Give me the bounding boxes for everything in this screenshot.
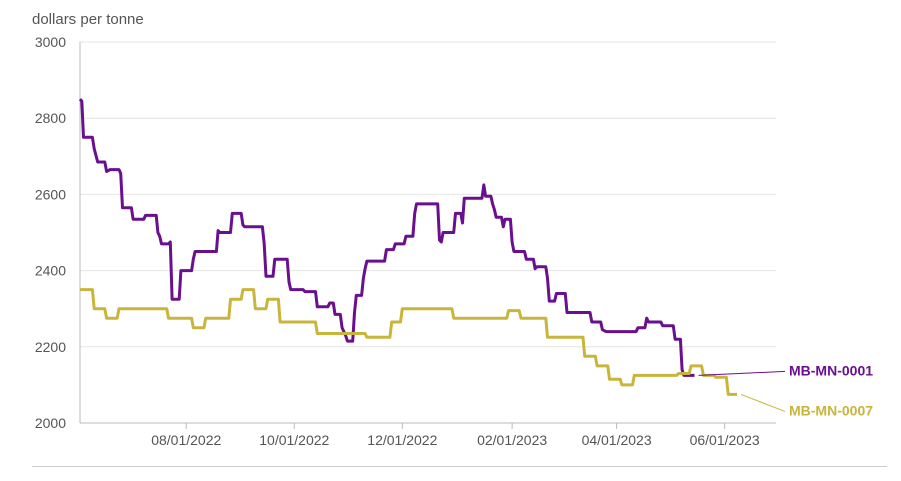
- gridlines: [79, 41, 776, 424]
- x-axis-ticks: 08/01/2022 10/01/2022 12/01/2022 02/01/2023…: [151, 423, 760, 448]
- x-tick-label: 06/01/2023: [690, 432, 760, 448]
- series-line-mb-mn-0001: [78, 98, 695, 377]
- y-tick-label: 3000: [35, 34, 66, 50]
- y-axis-tick-labels: 2000 2200 2400 2600 2800 3000: [35, 34, 66, 431]
- x-tick-label: 02/01/2023: [477, 432, 547, 448]
- y-axis-unit-label: dollars per tonne: [32, 11, 144, 28]
- x-tick-label: 10/01/2022: [259, 432, 329, 448]
- series-label-connector: [740, 393, 786, 412]
- bottom-divider: [32, 466, 887, 467]
- series-end-labels: MB-MN-0001 MB-MN-0007: [698, 362, 873, 418]
- x-tick-label: 08/01/2022: [151, 432, 221, 448]
- series-label-connector: [698, 370, 786, 376]
- series-label: MB-MN-0001: [789, 362, 873, 378]
- series-lines: [78, 98, 737, 396]
- y-tick-label: 2200: [35, 339, 66, 355]
- x-tick-label: 04/01/2023: [582, 432, 652, 448]
- series-label: MB-MN-0007: [789, 402, 873, 418]
- y-tick-label: 2400: [35, 263, 66, 279]
- y-tick-label: 2600: [35, 186, 66, 202]
- x-tick-label: 12/01/2022: [367, 432, 437, 448]
- y-tick-label: 2800: [35, 110, 66, 126]
- y-tick-label: 2000: [35, 415, 66, 431]
- series-line-mb-mn-0007: [80, 288, 737, 396]
